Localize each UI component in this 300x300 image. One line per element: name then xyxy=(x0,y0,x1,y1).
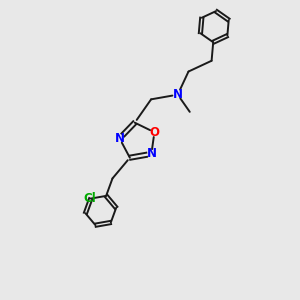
Text: N: N xyxy=(115,132,124,145)
Text: N: N xyxy=(173,88,183,101)
Text: Cl: Cl xyxy=(83,192,96,205)
Text: O: O xyxy=(149,126,159,139)
Text: N: N xyxy=(146,147,156,161)
